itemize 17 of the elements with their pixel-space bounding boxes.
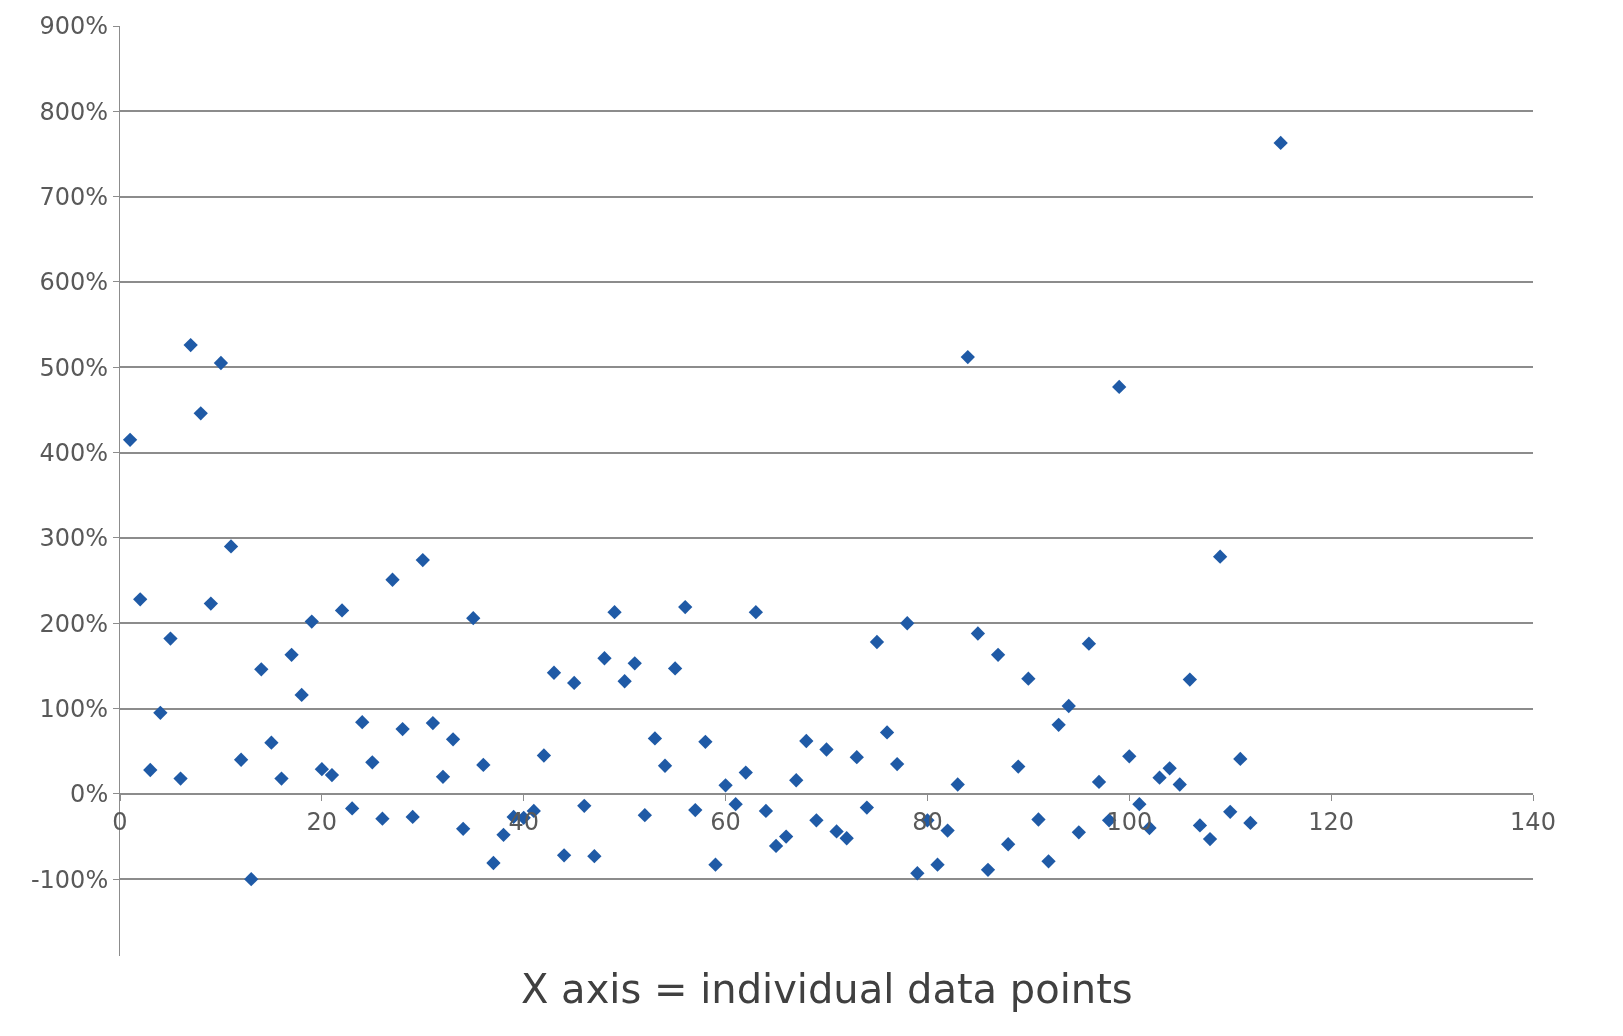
x-tick-label: 60	[710, 807, 741, 836]
y-tick-label: 400%	[39, 439, 109, 468]
x-axis-title: X axis = individual data points	[521, 966, 1133, 1012]
y-tick-label: 200%	[39, 609, 109, 638]
y-tick-label: 300%	[39, 524, 109, 553]
y-tick-label: 500%	[39, 353, 109, 382]
x-tick-label: 140	[1510, 807, 1556, 836]
y-tick-label: 700%	[39, 183, 109, 212]
y-tick-label: 100%	[39, 694, 109, 723]
x-tick-label: 20	[306, 807, 338, 836]
x-tick-label: 80	[912, 807, 943, 836]
y-tick-label: 800%	[39, 97, 109, 126]
y-tick-label: 0%	[70, 780, 109, 809]
y-tick-label: 900%	[39, 12, 109, 41]
x-tick-label: 120	[1308, 807, 1355, 836]
y-tick-label: -100%	[30, 865, 109, 894]
y-tick-label: 600%	[39, 268, 109, 297]
